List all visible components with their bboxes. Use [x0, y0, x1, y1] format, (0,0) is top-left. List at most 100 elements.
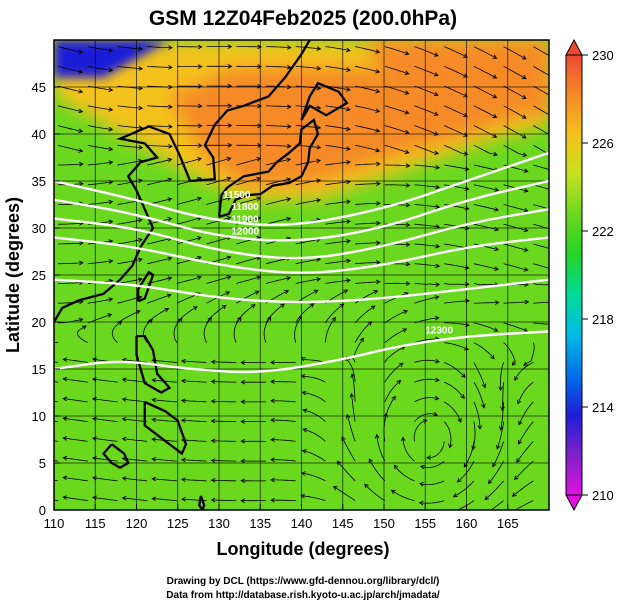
- streamline-arrow: [404, 90, 410, 95]
- streamline-arrow: [210, 477, 216, 483]
- streamline-arrow: [168, 65, 173, 70]
- streamline: [368, 458, 386, 482]
- streamline-arrow: [494, 226, 500, 232]
- streamline-arrow: [138, 105, 144, 111]
- streamline: [143, 319, 153, 343]
- streamline: [414, 164, 440, 169]
- streamline-arrow: [177, 317, 183, 323]
- streamline: [384, 396, 396, 422]
- streamline-arrow: [331, 316, 337, 322]
- streamline-arrow: [79, 161, 84, 167]
- streamline-arrow: [257, 44, 263, 50]
- streamline: [484, 480, 504, 500]
- streamline: [413, 419, 427, 442]
- streamline: [117, 105, 143, 109]
- streamline: [414, 317, 439, 324]
- streamline-arrow: [464, 265, 470, 270]
- streamline-arrow: [435, 204, 441, 210]
- streamline: [472, 421, 476, 450]
- streamline-arrow: [168, 124, 173, 129]
- streamline: [265, 65, 291, 68]
- streamline-arrow: [376, 201, 381, 206]
- streamline: [295, 125, 321, 129]
- streamline: [295, 289, 318, 304]
- streamline-arrow: [551, 76, 555, 79]
- streamline: [176, 197, 202, 205]
- streamline: [473, 381, 485, 408]
- streamline: [355, 202, 380, 205]
- streamline: [87, 144, 113, 150]
- streamline: [533, 223, 549, 230]
- streamline: [473, 85, 497, 99]
- streamline: [414, 338, 439, 344]
- streamline: [147, 144, 172, 147]
- streamline: [444, 85, 468, 98]
- streamline-arrow: [138, 85, 144, 91]
- streamline-arrow: [464, 166, 470, 172]
- streamline: [533, 164, 549, 170]
- streamline-arrow: [62, 495, 68, 500]
- streamline-arrow: [463, 462, 468, 468]
- streamline-arrow: [376, 181, 381, 186]
- streamline: [211, 499, 237, 501]
- streamline-arrow: [135, 310, 141, 315]
- streamline-arrow: [138, 46, 144, 52]
- streamline-arrow: [375, 88, 381, 94]
- y-tick-label: 25: [32, 268, 46, 283]
- streamline-arrow: [108, 126, 114, 132]
- coastline: [137, 270, 155, 303]
- streamline-arrow: [138, 145, 144, 150]
- streamline-arrow: [391, 395, 396, 401]
- streamline-arrow: [553, 228, 557, 232]
- streamline-arrow: [270, 379, 275, 384]
- streamline: [92, 477, 118, 482]
- streamline-arrow: [433, 111, 439, 116]
- contour-12200: [54, 278, 549, 304]
- streamline-arrow: [257, 83, 263, 89]
- streamline-arrow: [345, 87, 351, 92]
- streamline-arrow: [151, 456, 157, 462]
- streamline: [384, 310, 408, 324]
- streamline-arrow: [210, 458, 216, 463]
- streamline-arrow: [554, 283, 558, 287]
- streamline-arrow: [464, 322, 470, 327]
- streamline: [147, 257, 172, 265]
- colorbar-top-arrow: [565, 38, 583, 56]
- streamline-arrow: [498, 386, 503, 392]
- streamline: [57, 125, 83, 132]
- streamline-arrow: [345, 413, 351, 419]
- streamline: [325, 317, 336, 343]
- streamline: [87, 46, 113, 52]
- streamline: [351, 393, 356, 422]
- streamline-arrow: [346, 238, 351, 244]
- streamline-arrow: [151, 417, 157, 423]
- streamline-arrow: [494, 300, 500, 305]
- streamline-arrow: [108, 47, 114, 53]
- streamline: [355, 46, 380, 53]
- streamline-arrow: [34, 436, 38, 440]
- streamline: [501, 382, 504, 411]
- streamline-arrow: [523, 188, 529, 193]
- streamline-arrow: [240, 438, 246, 444]
- streamline: [265, 105, 291, 108]
- streamline-arrow: [464, 346, 469, 351]
- streamline-arrow: [164, 307, 170, 313]
- streamline-arrow: [316, 105, 322, 111]
- streamline-arrow: [180, 418, 186, 423]
- streamline: [181, 380, 207, 383]
- streamline: [87, 201, 113, 205]
- streamline: [533, 125, 549, 135]
- streamline-arrow: [166, 293, 172, 299]
- streamline: [87, 105, 113, 111]
- streamline-arrow: [180, 437, 186, 443]
- streamline-arrow: [376, 260, 381, 265]
- streamline-arrow: [226, 255, 232, 261]
- streamline-arrow: [434, 377, 440, 383]
- streamline: [355, 125, 380, 132]
- streamline-arrow: [346, 258, 351, 264]
- streamline-arrow: [270, 497, 275, 503]
- streamline-arrow: [376, 240, 381, 246]
- streamline: [384, 362, 404, 383]
- streamline: [473, 302, 499, 304]
- streamline-arrow: [167, 157, 173, 163]
